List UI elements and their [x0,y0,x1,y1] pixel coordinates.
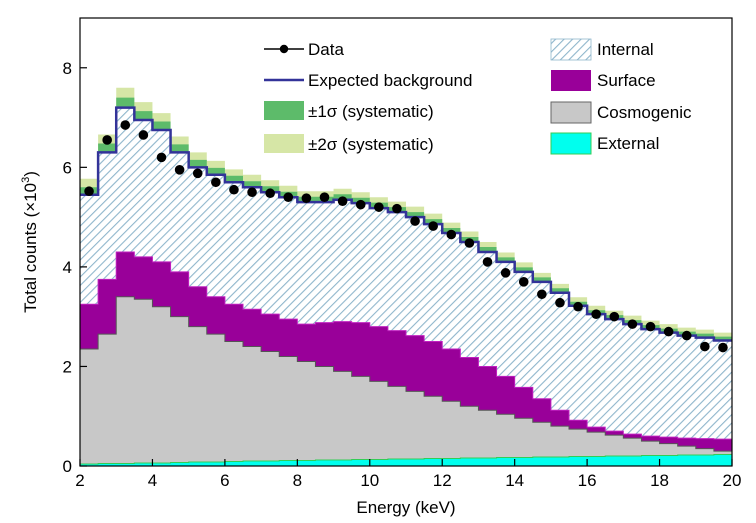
legend-item-sigma1: ±1σ (systematic) [264,101,434,121]
data-point [700,341,710,352]
data-point [410,216,420,226]
x-tick-label: 6 [220,471,229,490]
legend-internal-label: Internal [597,40,654,59]
y-tick-label: 4 [63,258,72,277]
y-axis-title-sup: 3 [20,177,32,183]
x-tick-label: 16 [578,471,597,490]
data-point [301,193,312,203]
data-point [518,277,529,287]
data-point [464,238,475,248]
x-tick-label: 14 [505,471,524,490]
legend-expected-label: Expected background [308,71,472,90]
data-point [663,326,674,337]
y-axis-title-main: Total counts (×10 [21,183,40,313]
cosmogenic-area [80,296,732,466]
legend-item-expected-background: Expected background [264,71,472,90]
data-point [174,165,185,175]
data-point [718,342,728,353]
x-tick-label: 4 [148,471,157,490]
data-point [211,177,221,188]
data-point [156,152,167,163]
y-axis-title-close: ) [21,171,40,177]
y-tick-label: 6 [63,158,72,177]
x-tick-label: 2 [75,471,84,490]
legend-item-sigma2: ±2σ (systematic) [264,134,434,154]
y-axis-title: Total counts (×103) [20,171,40,313]
legend-sigma2-swatch [264,134,304,153]
legend-sigma2-label: ±2σ (systematic) [308,135,434,154]
legend: Data Expected background ±1σ (systematic… [264,38,692,155]
x-tick-label: 8 [293,471,302,490]
legend-item-surface: Surface [551,70,656,91]
plot-frame [79,17,733,467]
data-point [446,229,457,240]
data-point [247,187,257,198]
data-point [374,202,384,212]
data-point [319,192,330,202]
legend-sigma1-swatch [264,101,304,120]
legend-item-data: Data [264,40,344,59]
y-tick-label: 8 [63,59,72,78]
data-point [555,297,565,308]
legend-item-internal: Internal [550,38,654,61]
data-point [573,301,583,312]
expected-background-line [80,106,732,342]
legend-item-cosmogenic: Cosmogenic [550,101,692,124]
legend-external-swatch [550,132,592,155]
legend-internal-swatch [550,38,592,61]
legend-item-external: External [550,132,659,155]
x-axis-title: Energy (keV) [356,498,455,517]
data-point [84,186,94,197]
external-area [80,454,732,466]
data-point [337,196,348,206]
data-point [138,130,149,140]
data-point [102,135,112,145]
data-point [428,221,438,231]
legend-surface-label: Surface [597,71,656,90]
y-tick-label: 2 [63,357,72,376]
data-point [645,321,656,332]
data-point [500,268,511,278]
data-point [681,330,692,341]
x-tick-label: 10 [360,471,379,490]
x-tick-label: 18 [650,471,669,490]
data-point [591,309,601,319]
data-point [627,319,638,329]
legend-sigma1-label: ±1σ (systematic) [308,102,434,121]
legend-external-label: External [597,134,659,153]
y-tick-label: 0 [63,457,72,476]
data-point [229,184,239,195]
data-point [120,120,131,130]
data-point [482,257,493,267]
legend-cosmogenic-label: Cosmogenic [597,103,692,122]
data-point [283,192,294,202]
legend-cosmogenic-swatch [550,101,592,124]
x-tick-label: 20 [723,471,742,490]
x-tick-label: 12 [433,471,452,490]
legend-surface-swatch [551,70,591,91]
data-point [392,203,402,214]
legend-data-label: Data [308,40,344,59]
data-point [537,289,547,300]
data-point [192,168,203,179]
legend-data-marker [279,44,289,54]
data-point [609,311,620,322]
plot-area [80,87,732,466]
data-point [355,199,366,210]
data-point [265,188,275,199]
